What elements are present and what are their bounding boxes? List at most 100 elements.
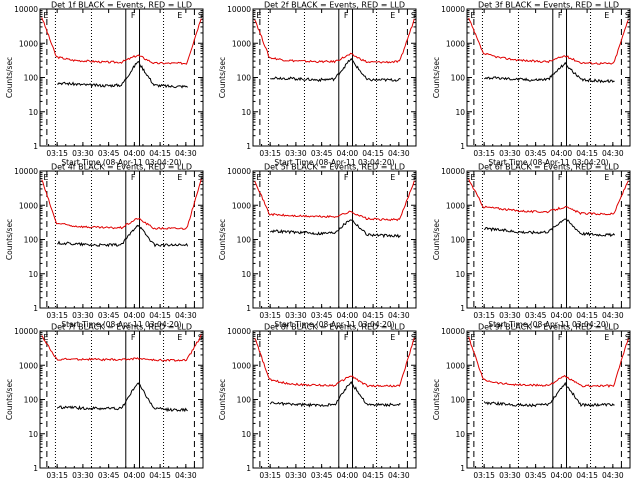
x-tick-label: 03:45	[525, 149, 547, 158]
x-tick-label: 04:00	[551, 149, 573, 158]
y-axis-label: Counts/sec	[218, 219, 227, 260]
series-lld-line	[41, 178, 202, 230]
panel-det-3: Det 3f BLACK = Events, RED = LLD 1 10 100 10…	[432, 1, 631, 167]
y-tick-label: 1	[33, 304, 38, 313]
x-tick-label: 04:15	[576, 149, 598, 158]
corner-marker: F	[131, 333, 136, 342]
x-tick-label: 04:15	[362, 311, 384, 320]
panel-det-4: Det 4f BLACK = Events, RED = LLD 1 10 100 10…	[5, 163, 204, 329]
x-axis-label: Start Time (08-Apr-11 03:04:20)	[61, 320, 181, 329]
x-axis-label: Start Time (08-Apr-11 03:04:20)	[61, 158, 181, 167]
corner-marker: S	[411, 333, 416, 342]
y-axis-label: Counts/sec	[432, 379, 441, 420]
series-lld-line	[468, 17, 629, 65]
corner-marker: E	[43, 11, 48, 20]
corner-marker: S	[411, 11, 416, 20]
y-tick-label: 1	[246, 304, 251, 313]
corner-marker: E	[43, 173, 48, 182]
y-axis-label: Counts/sec	[218, 57, 227, 98]
corner-marker: F	[344, 11, 349, 20]
y-tick-label: 100	[24, 396, 39, 405]
y-axis-label: Counts/sec	[432, 57, 441, 98]
y-tick-label: 1000	[232, 201, 251, 210]
y-tick-label: 100	[24, 74, 39, 83]
corner-marker: E	[604, 333, 609, 342]
panel-title: Det 3f BLACK = Events, RED = LLD	[478, 1, 619, 10]
x-tick-label: 03:45	[311, 471, 333, 480]
y-tick-label: 10	[455, 430, 465, 439]
corner-marker: F	[344, 333, 349, 342]
y-tick-label: 1000	[19, 39, 38, 48]
series-events-line	[484, 61, 615, 84]
y-tick-label: 1000	[446, 361, 465, 370]
plot-frame	[466, 330, 631, 469]
y-tick-label: 10	[241, 430, 251, 439]
y-axis-label: Counts/sec	[5, 57, 14, 98]
y-tick-label: 1	[33, 464, 38, 473]
y-axis-label: Counts/sec	[432, 219, 441, 260]
y-tick-label: 100	[451, 74, 466, 83]
y-axis-label: Counts/sec	[218, 379, 227, 420]
y-tick-label: 1000	[446, 39, 465, 48]
y-tick-label: 1	[246, 464, 251, 473]
corner-marker: S	[198, 11, 203, 20]
x-tick-label: 03:15	[473, 471, 495, 480]
x-tick-label: 03:45	[525, 471, 547, 480]
x-tick-label: 04:00	[124, 311, 146, 320]
series-lld-line	[254, 337, 415, 388]
y-tick-label: 1000	[446, 201, 465, 210]
corner-marker: F	[131, 173, 136, 182]
y-tick-label: 1000	[232, 361, 251, 370]
corner-marker: F	[558, 11, 563, 20]
x-tick-label: 04:15	[362, 471, 384, 480]
y-tick-label: 1	[460, 464, 465, 473]
x-tick-label: 03:45	[98, 471, 120, 480]
y-tick-label: 10000	[441, 327, 465, 336]
x-tick-label: 04:15	[576, 311, 598, 320]
corner-marker: F	[131, 11, 136, 20]
y-tick-label: 10	[28, 430, 38, 439]
series-events-line	[56, 224, 189, 248]
y-tick-label: 1	[33, 142, 38, 151]
x-tick-label: 04:30	[602, 311, 624, 320]
x-axis-label: Start Time (08-Apr-11 03:04:20)	[488, 158, 608, 167]
x-tick-label: 04:15	[149, 149, 171, 158]
corner-marker: E	[390, 11, 395, 20]
plot-frame	[466, 170, 631, 309]
x-tick-label: 04:15	[149, 311, 171, 320]
series-lld-line	[254, 180, 415, 222]
y-tick-label: 100	[237, 74, 252, 83]
y-tick-label: 1000	[19, 201, 38, 210]
y-axis-label: Counts/sec	[5, 379, 14, 420]
panel-title: Det 9f BLACK = Events, RED = LLD	[478, 323, 619, 332]
series-lld-line	[254, 18, 415, 64]
corner-marker: E	[470, 11, 475, 20]
corner-marker: F	[344, 173, 349, 182]
series-lld-line	[468, 336, 629, 388]
y-tick-label: 10	[455, 270, 465, 279]
plot-frame	[252, 330, 417, 469]
panel-title: Det 7f BLACK = Events, RED = LLD	[51, 323, 192, 332]
y-tick-label: 1000	[232, 39, 251, 48]
panel-det-1: Det 1f BLACK = Events, RED = LLD 1 10 100 10…	[5, 1, 204, 167]
plot-frame	[39, 170, 204, 309]
x-axis-label: Start Time (08-Apr-11 03:04:20)	[274, 158, 394, 167]
x-tick-label: 03:30	[72, 471, 94, 480]
series-events-line	[269, 219, 401, 239]
x-tick-label: 03:15	[473, 149, 495, 158]
y-tick-label: 100	[237, 396, 252, 405]
panel-det-9: Det 9f BLACK = Events, RED = LLD 1 10 100 10…	[432, 323, 631, 480]
x-tick-label: 04:30	[388, 149, 410, 158]
corner-marker: E	[256, 333, 261, 342]
series-events-line	[269, 381, 401, 408]
series-events-line	[483, 381, 615, 408]
corner-marker: E	[390, 173, 395, 182]
x-tick-label: 04:00	[337, 149, 359, 158]
panel-det-6: Det 6f BLACK = Events, RED = LLD 1 10 100 10…	[432, 163, 631, 329]
x-tick-label: 03:15	[46, 311, 68, 320]
series-lld-line	[41, 17, 202, 65]
x-tick-label: 03:30	[72, 311, 94, 320]
x-tick-label: 04:30	[388, 471, 410, 480]
x-tick-label: 03:15	[473, 311, 495, 320]
